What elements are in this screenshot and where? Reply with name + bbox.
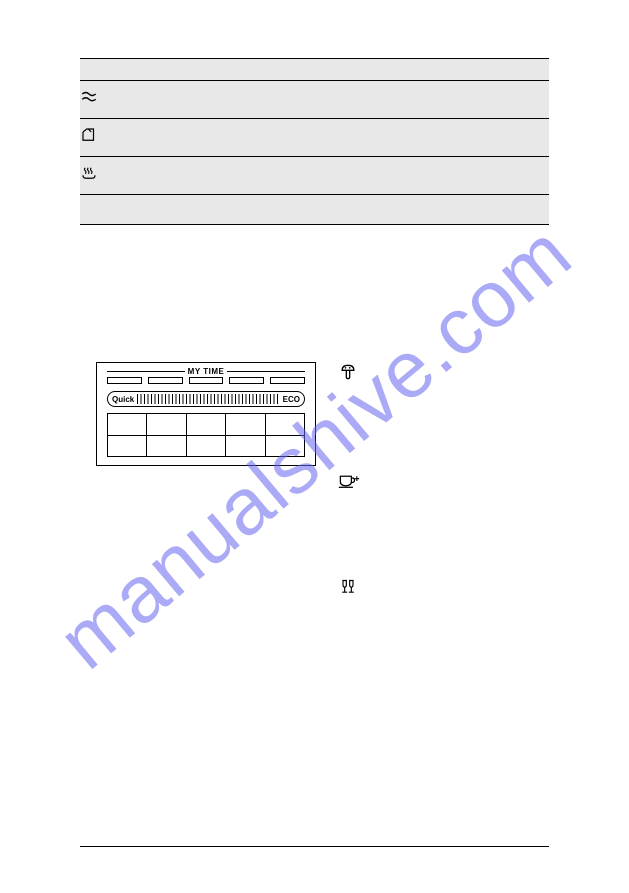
control-panel-diagram: MY TIME Quick ECO: [96, 362, 316, 466]
door-open-icon: [80, 126, 98, 144]
quick-label: Quick: [112, 395, 134, 404]
steam-tray-icon: [80, 164, 98, 182]
panel-btn: [107, 377, 142, 384]
s-curve-icon: [80, 88, 98, 106]
panel-grid: [107, 413, 305, 457]
footer-line: [80, 846, 549, 847]
mushroom-icon: [338, 362, 358, 382]
mytime-label: MY TIME: [97, 367, 315, 376]
table-spacer-row: [80, 195, 549, 225]
panel-btn: [189, 377, 224, 384]
panel-btn: [148, 377, 183, 384]
panel-btn: [229, 377, 264, 384]
eco-label: ECO: [283, 395, 300, 404]
tick-bar: [137, 394, 279, 404]
quick-eco-bar: Quick ECO: [107, 391, 305, 407]
cup-plus-icon: [338, 472, 360, 490]
wine-glass-icon: [338, 578, 358, 598]
indicator-row-door: [80, 119, 549, 157]
extra-mushroom: [338, 362, 538, 382]
page-content: MY TIME Quick ECO: [0, 0, 629, 893]
indicator-table: [80, 58, 549, 225]
panel-button-row: [107, 377, 305, 384]
table-header-row: [80, 59, 549, 81]
indicator-row-s: [80, 81, 549, 119]
extra-glass: [338, 578, 538, 598]
indicator-row-dry: [80, 157, 549, 195]
panel-btn: [270, 377, 305, 384]
extra-cup: [338, 472, 538, 490]
